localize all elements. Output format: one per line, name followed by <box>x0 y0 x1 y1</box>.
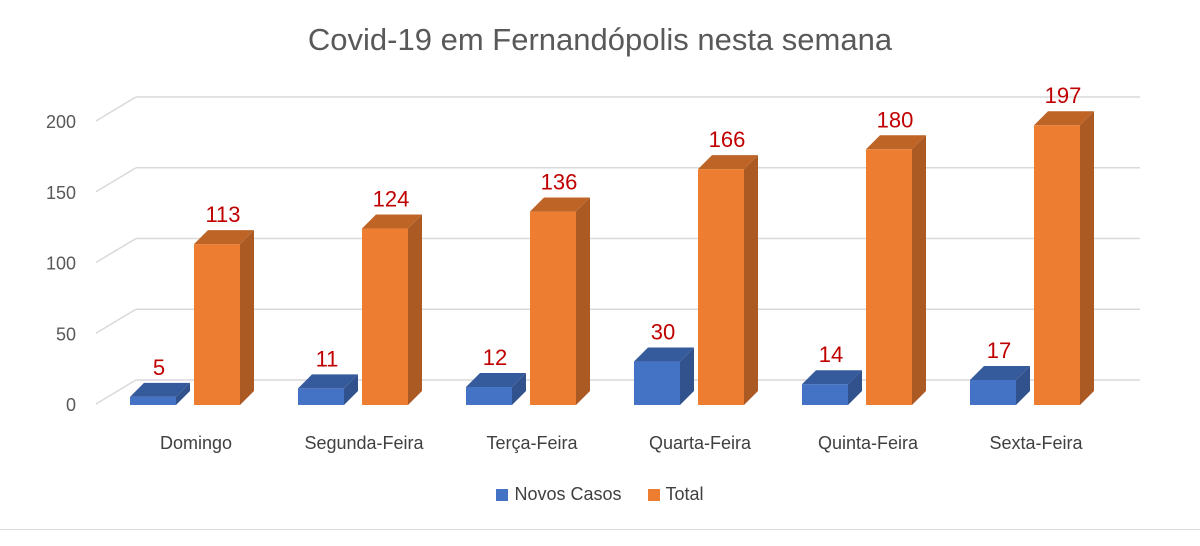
y-tick-label-50: 50 <box>56 324 76 344</box>
bar-total-2 <box>530 211 576 405</box>
bar-side-novos-casos-4 <box>848 370 862 405</box>
x-tick-label-2: Terça-Feira <box>486 433 578 453</box>
legend-label-total: Total <box>665 484 704 504</box>
bar-top-novos-casos-3 <box>634 347 694 362</box>
bar-total-4 <box>866 149 912 405</box>
data-label-total-2: 136 <box>541 170 578 195</box>
chart-title: Covid-19 em Fernandópolis nesta semana <box>307 22 893 57</box>
y-tick-label-100: 100 <box>46 254 76 274</box>
bar-top-novos-casos-5 <box>970 365 1030 380</box>
bar-top-novos-casos-2 <box>466 373 526 388</box>
bar-total-0 <box>194 244 240 405</box>
legend-label-novos-casos: Novos Casos <box>514 484 622 504</box>
bar-side-novos-casos-5 <box>1016 365 1030 405</box>
data-label-novos-casos-2: 12 <box>483 345 507 370</box>
bar-total-5 <box>1034 125 1080 406</box>
bottom-divider <box>0 529 1200 530</box>
bar-top-novos-casos-1 <box>298 374 358 389</box>
gridline-side-50 <box>95 308 137 334</box>
y-tick-label-200: 200 <box>46 112 76 132</box>
bar-novos-casos-4 <box>802 384 848 405</box>
legend: Novos Casos Total <box>0 484 1200 505</box>
bar-novos-casos-1 <box>298 388 344 405</box>
data-label-total-5: 197 <box>1045 83 1082 108</box>
data-label-novos-casos-0: 5 <box>153 355 165 380</box>
x-tick-label-3: Quarta-Feira <box>649 433 752 453</box>
data-label-novos-casos-4: 14 <box>819 342 843 367</box>
y-tick-label-150: 150 <box>46 183 76 203</box>
bar-side-novos-casos-2 <box>512 373 526 405</box>
bar-top-total-5 <box>1034 111 1094 126</box>
data-label-novos-casos-5: 17 <box>987 338 1011 363</box>
data-label-total-3: 166 <box>709 127 746 152</box>
bar-novos-casos-3 <box>634 361 680 405</box>
data-label-total-1: 124 <box>373 187 410 212</box>
bar-top-total-3 <box>698 155 758 170</box>
bar-top-novos-casos-4 <box>802 370 862 385</box>
bar-top-total-2 <box>530 197 590 212</box>
data-label-novos-casos-3: 30 <box>651 320 675 345</box>
bar-side-novos-casos-1 <box>344 374 358 405</box>
legend-swatch-novos-casos <box>496 488 509 501</box>
bar-top-total-0 <box>194 230 254 245</box>
gridline-side-200 <box>95 96 137 122</box>
gridline-side-150 <box>95 167 137 193</box>
bar-side-novos-casos-3 <box>680 347 694 405</box>
bar-novos-casos-5 <box>970 379 1016 405</box>
gridline-side-100 <box>95 237 137 264</box>
bar-side-total-0 <box>240 230 254 405</box>
data-label-total-4: 180 <box>877 107 914 132</box>
bar-top-total-4 <box>866 135 926 150</box>
bar-side-total-5 <box>1080 111 1094 406</box>
bar-side-total-3 <box>744 155 758 405</box>
bar-side-total-1 <box>408 214 422 405</box>
bar-top-novos-casos-0 <box>130 382 190 397</box>
bar-side-novos-casos-0 <box>176 382 190 405</box>
x-tick-label-5: Sexta-Feira <box>989 433 1083 453</box>
bar-novos-casos-2 <box>466 387 512 405</box>
bar-total-1 <box>362 228 408 405</box>
x-tick-label-0: Domingo <box>160 433 232 453</box>
legend-item-novos-casos: Novos Casos <box>496 484 622 505</box>
gridline-side-0 <box>95 379 137 405</box>
bar-side-total-2 <box>576 197 590 405</box>
y-tick-label-0: 0 <box>66 395 76 415</box>
x-tick-label-1: Segunda-Feira <box>304 433 424 453</box>
data-label-total-0: 113 <box>205 202 240 227</box>
bar-total-3 <box>698 169 744 405</box>
legend-swatch-total <box>647 488 660 501</box>
x-tick-label-4: Quinta-Feira <box>818 433 919 453</box>
data-label-novos-casos-1: 11 <box>316 346 339 371</box>
legend-item-total: Total <box>647 484 704 505</box>
bar-side-total-4 <box>912 135 926 406</box>
bar-top-total-1 <box>362 214 422 229</box>
bar-novos-casos-0 <box>130 396 176 405</box>
